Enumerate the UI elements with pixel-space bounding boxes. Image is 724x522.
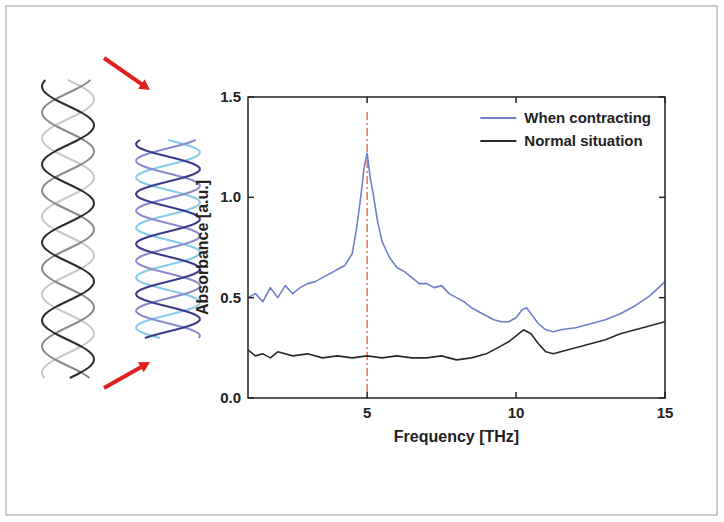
arrow-head	[138, 362, 150, 372]
helix-strand	[42, 80, 94, 378]
series-line	[248, 153, 665, 332]
arrow	[104, 362, 150, 388]
x-tick	[515, 392, 517, 398]
y-tick	[659, 397, 665, 399]
relaxed-helix	[42, 80, 94, 378]
x-tick	[515, 97, 517, 103]
plot-area	[248, 111, 665, 392]
x-tick	[664, 392, 666, 398]
x-tick-label: 5	[363, 404, 371, 421]
x-axis-title: Frequency [THz]	[394, 428, 519, 445]
arrow	[104, 58, 150, 90]
y-axis-title: Absorbance [a.u.]	[194, 180, 211, 315]
contracted-helix	[136, 140, 200, 338]
figure-border	[6, 6, 717, 515]
y-tick	[659, 96, 665, 98]
x-tick	[366, 97, 368, 103]
legend-label: Normal situation	[524, 132, 642, 149]
legend-swatch	[480, 140, 516, 142]
y-tick-label: 0.0	[220, 389, 241, 406]
helix-strand	[42, 80, 94, 378]
plot-frame	[248, 97, 665, 398]
helix-strand	[136, 140, 200, 338]
legend-label: When contracting	[524, 109, 651, 126]
arrow-shaft	[104, 58, 143, 85]
x-tick-label: 10	[508, 404, 525, 421]
series-line	[248, 322, 665, 360]
x-tick-label: 15	[657, 404, 674, 421]
x-tick	[366, 392, 368, 398]
y-tick-label: 1.5	[220, 88, 241, 105]
y-tick-label: 1.0	[220, 188, 241, 205]
arrow-shaft	[104, 366, 143, 388]
x-tick	[664, 97, 666, 103]
legend: When contracting Normal situation	[480, 109, 651, 149]
y-tick	[659, 197, 665, 199]
figure: 5 10 15 0.0 0.5 1.0 1.5 Frequency [THz] Absorban…	[0, 0, 724, 522]
y-tick	[248, 96, 254, 98]
y-tick	[248, 197, 254, 199]
helix-strand	[42, 80, 94, 378]
y-tick	[659, 297, 665, 299]
legend-swatch	[480, 117, 516, 119]
y-tick	[248, 297, 254, 299]
y-tick-label: 0.5	[220, 289, 241, 306]
helix-strand	[136, 140, 200, 338]
helix-strand	[136, 140, 200, 338]
arrow-head	[138, 79, 150, 90]
y-tick	[248, 397, 254, 399]
